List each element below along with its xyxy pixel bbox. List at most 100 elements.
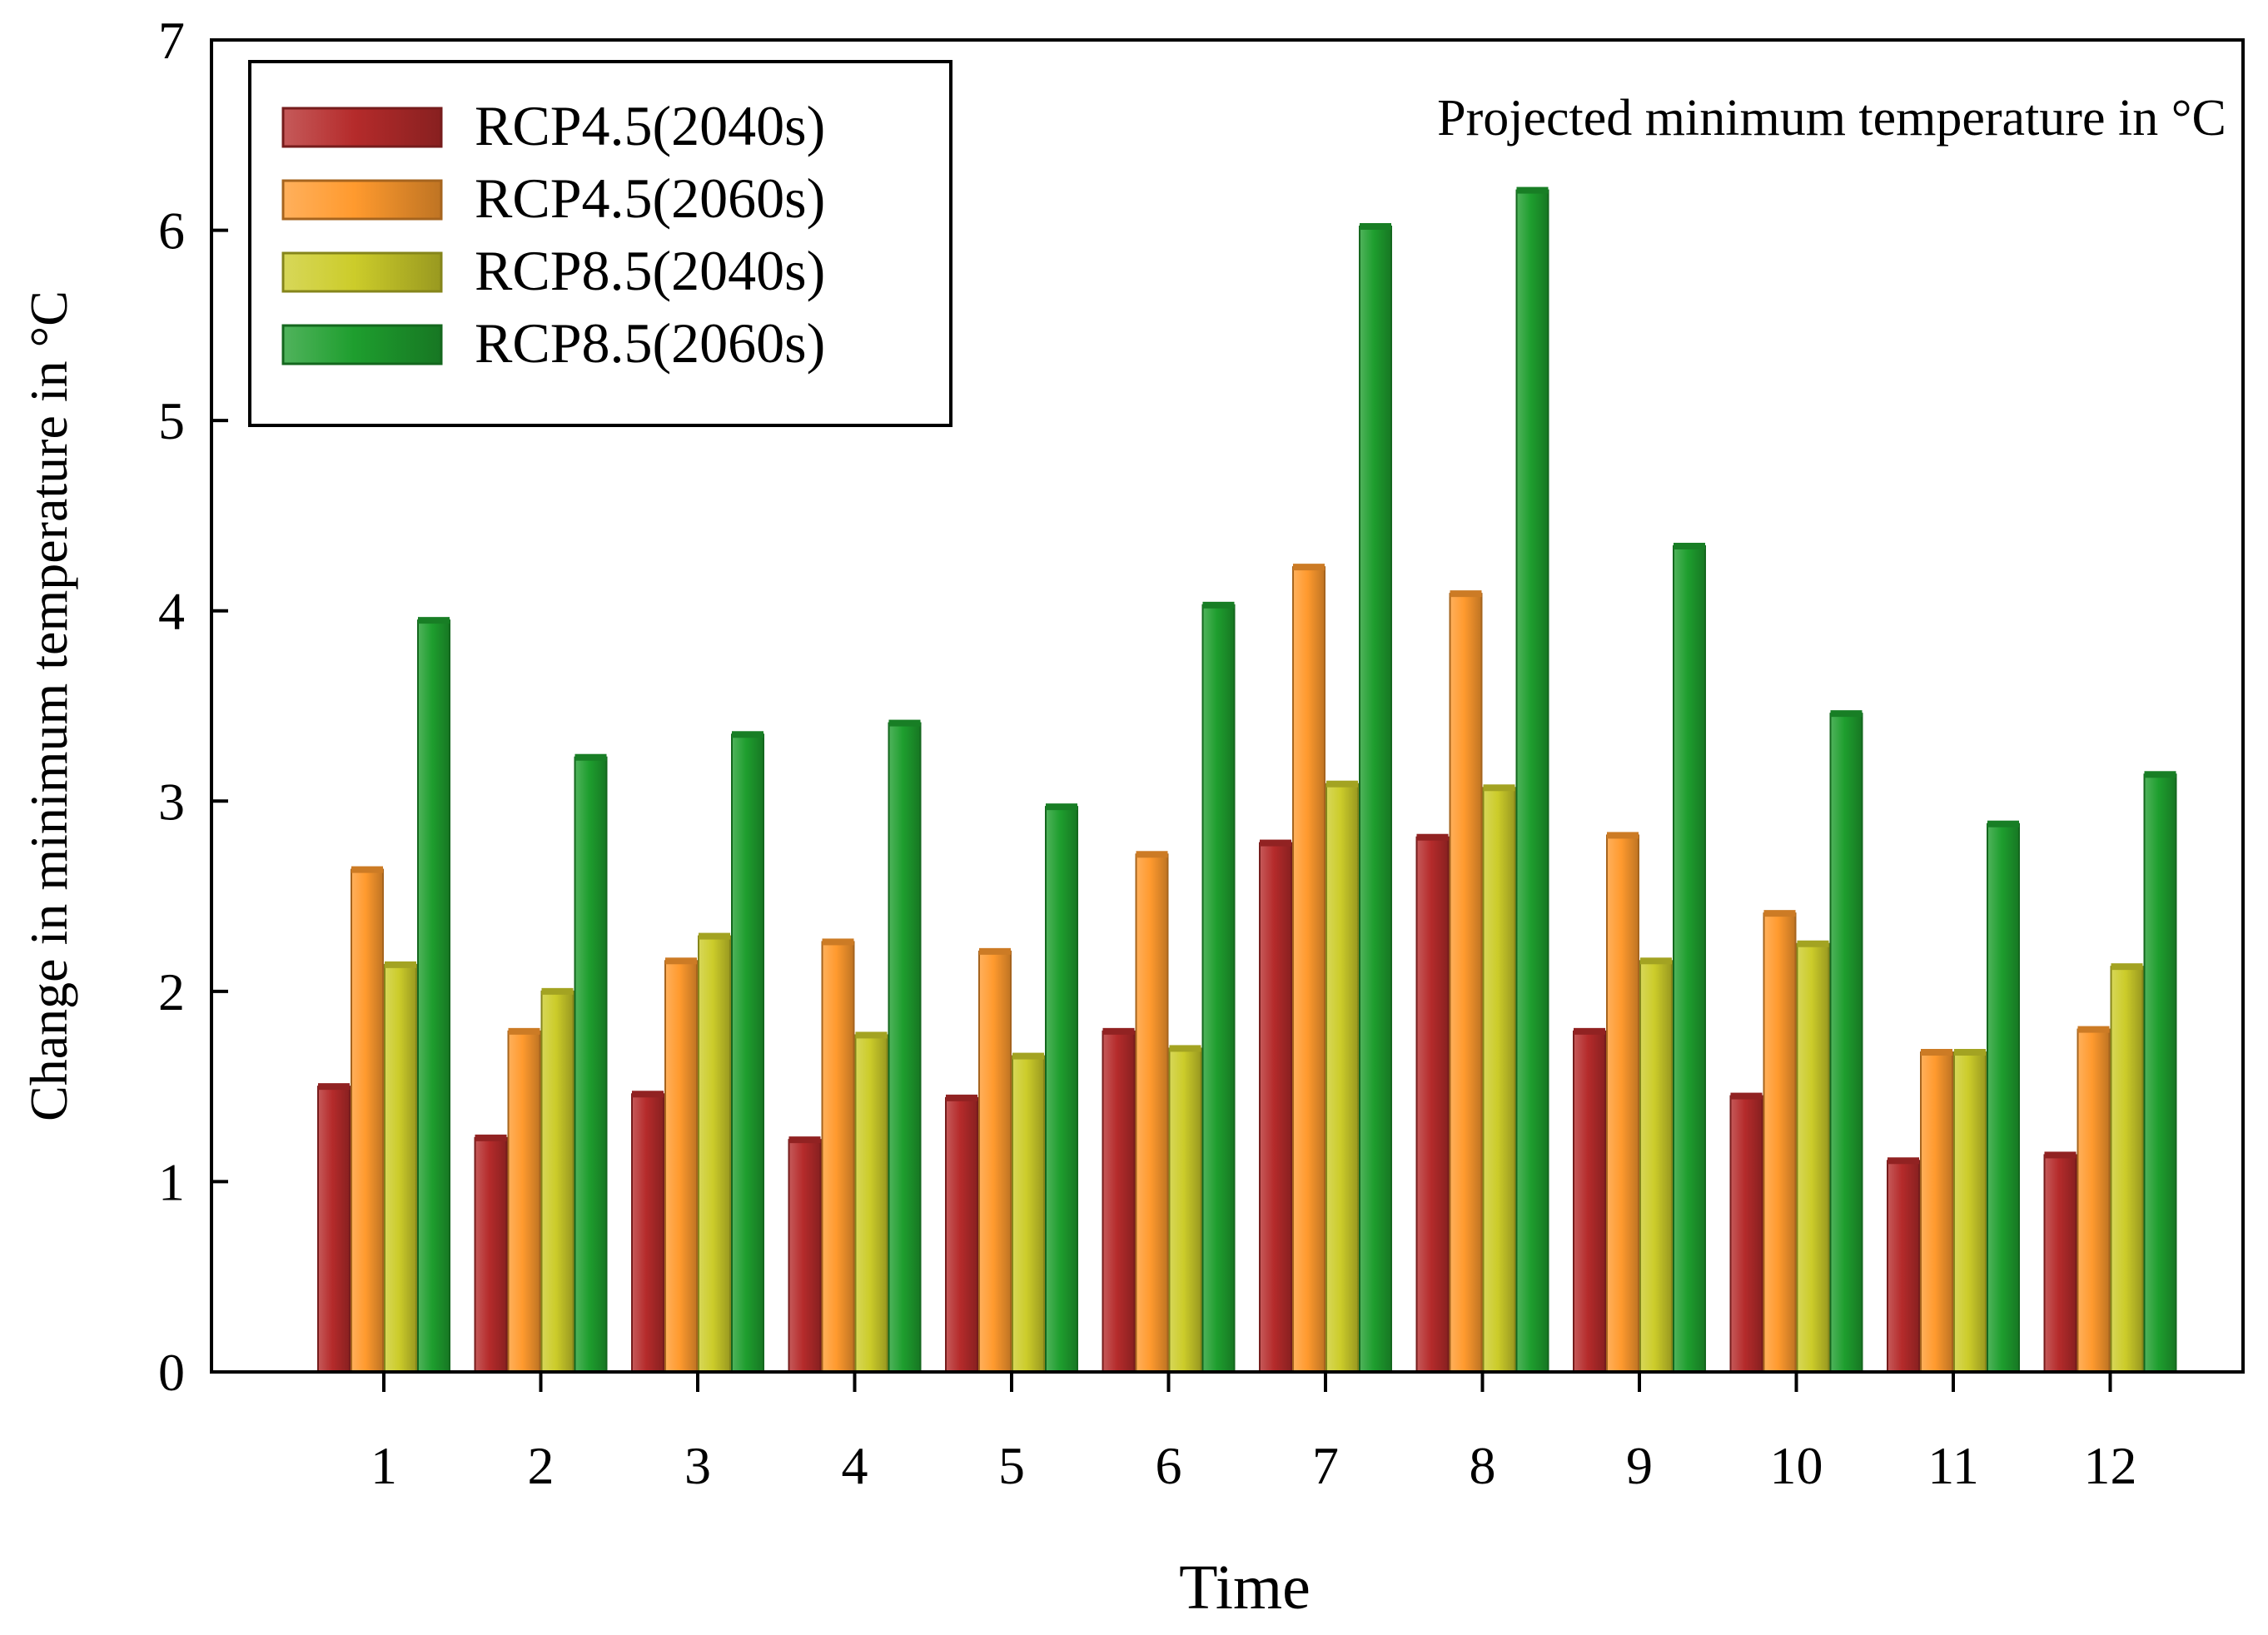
bar-cap-series-1-month-10 <box>1730 1092 1763 1100</box>
bar-series-2-month-5 <box>978 950 1012 1374</box>
bar-cap-series-2-month-11 <box>1921 1049 1952 1056</box>
bar-cap-series-3-month-8 <box>1483 784 1515 792</box>
y-tick-label-3: 3 <box>158 772 185 831</box>
bar-cap-series-3-month-3 <box>699 932 730 940</box>
y-axis: 0 1 2 3 4 5 6 7 <box>158 11 228 1402</box>
legend-label-series-1: RCP4.5(2040s) <box>475 94 825 157</box>
bar-series-1-month-10 <box>1729 1095 1763 1373</box>
bar-series-3-month-6 <box>1168 1047 1202 1374</box>
bar-cap-series-3-month-11 <box>1954 1049 1986 1056</box>
legend-swatch-series-1 <box>281 107 443 148</box>
bar-series-1-month-2 <box>474 1136 508 1374</box>
bar-cap-series-3-month-7 <box>1326 780 1358 788</box>
x-tick-label-12: 12 <box>2084 1436 2137 1495</box>
bar-series-4-month-10 <box>1829 713 1863 1373</box>
legend-label-series-3: RCP8.5(2040s) <box>475 239 825 302</box>
bar-cap-series-2-month-6 <box>1136 851 1168 858</box>
bar-series-4-month-11 <box>1987 822 2020 1373</box>
bar-cap-series-2-month-8 <box>1450 590 1482 598</box>
y-tick-label-5: 5 <box>158 391 185 450</box>
bar-cap-series-1-month-3 <box>632 1091 664 1098</box>
bar-series-3-month-3 <box>698 935 731 1373</box>
bar-series-4-month-5 <box>1045 806 1078 1373</box>
bar-cap-series-4-month-4 <box>888 719 921 727</box>
bar-series-1-month-9 <box>1573 1030 1606 1374</box>
bar-cap-series-1-month-7 <box>1260 839 1291 847</box>
bar-series-3-month-1 <box>384 963 417 1374</box>
bar-series-2-month-2 <box>507 1030 541 1374</box>
x-tick-label-5: 5 <box>998 1436 1025 1495</box>
y-tick-label-1: 1 <box>158 1152 185 1211</box>
bar-series-1-month-6 <box>1102 1030 1136 1374</box>
bar-series-3-month-7 <box>1325 783 1359 1373</box>
x-tick-label-7: 7 <box>1312 1436 1339 1495</box>
x-tick-label-10: 10 <box>1770 1436 1823 1495</box>
bar-series-4-month-12 <box>2143 773 2177 1373</box>
bar-cap-series-3-month-5 <box>1012 1052 1044 1060</box>
bar-cap-series-1-month-8 <box>1416 833 1449 841</box>
bar-series-3-month-9 <box>1639 960 1673 1374</box>
bar-cap-series-2-month-2 <box>508 1027 540 1035</box>
bar-series-3-month-5 <box>1012 1055 1045 1373</box>
x-tick-label-11: 11 <box>1927 1436 1979 1495</box>
bar-series-3-month-11 <box>1953 1051 1987 1373</box>
bar-series-4-month-8 <box>1515 189 1549 1374</box>
x-tick-label-6: 6 <box>1156 1436 1182 1495</box>
bar-series-1-month-7 <box>1259 842 1292 1373</box>
bar-series-2-month-9 <box>1606 834 1639 1373</box>
bar-series-3-month-4 <box>854 1034 888 1374</box>
bar-cap-series-2-month-5 <box>979 947 1011 955</box>
bar-series-2-month-1 <box>351 868 384 1373</box>
chart-annotation: Projected minimum temperature in °C <box>1437 90 2226 147</box>
legend: RCP4.5(2040s) RCP4.5(2060s) RCP8.5(2040s) R… <box>248 60 952 427</box>
bar-series-2-month-4 <box>821 941 855 1373</box>
plot-frame <box>210 38 2245 1374</box>
bar-cap-series-4-month-1 <box>418 617 450 624</box>
x-axis: 1 2 3 4 5 6 7 8 9 10 11 12 <box>371 1372 2137 1495</box>
x-tick-label-8: 8 <box>1470 1436 1496 1495</box>
bar-series-4-month-7 <box>1359 226 1392 1373</box>
bar-series-4-month-3 <box>731 733 764 1373</box>
x-tick-label-3: 3 <box>684 1436 711 1495</box>
bar-cap-series-3-month-10 <box>1797 940 1829 947</box>
y-tick-label-7: 7 <box>158 11 185 70</box>
bar-cap-series-3-month-2 <box>541 987 574 995</box>
bar-cap-series-1-month-5 <box>946 1094 977 1101</box>
legend-label-series-2: RCP4.5(2060s) <box>475 166 825 230</box>
bar-cap-series-2-month-1 <box>351 866 383 873</box>
y-tick-label-6: 6 <box>158 201 185 261</box>
legend-items: RCP4.5(2040s) RCP4.5(2060s) RCP8.5(2040s) R… <box>281 94 825 375</box>
bar-cap-series-1-month-6 <box>1102 1027 1135 1035</box>
bar-series-1-month-8 <box>1415 836 1450 1373</box>
bar-series-2-month-11 <box>1920 1051 1953 1373</box>
bar-cap-series-2-month-3 <box>665 957 697 965</box>
bar-cap-series-2-month-9 <box>1607 832 1639 839</box>
bar-series-3-month-10 <box>1796 942 1830 1373</box>
y-tick-label-4: 4 <box>158 582 185 641</box>
legend-swatch-series-2 <box>281 179 443 221</box>
bar-cap-series-4-month-9 <box>1674 543 1705 549</box>
bar-cap-series-3-month-4 <box>855 1031 888 1039</box>
bar-cap-series-2-month-4 <box>822 938 854 946</box>
legend-label-series-4: RCP8.5(2060s) <box>475 311 825 375</box>
bar-cap-series-3-month-9 <box>1640 957 1672 965</box>
bar-cap-series-4-month-3 <box>732 731 763 738</box>
bar-cap-series-2-month-7 <box>1293 564 1325 571</box>
bar-series-1-month-11 <box>1887 1160 1920 1374</box>
bar-cap-series-4-month-7 <box>1360 223 1391 230</box>
x-tick-label-2: 2 <box>528 1436 555 1495</box>
bar-cap-series-1-month-11 <box>1888 1157 1919 1165</box>
bar-cap-series-1-month-1 <box>318 1083 350 1091</box>
bar-series-4-month-2 <box>574 756 608 1373</box>
x-tick-label-1: 1 <box>371 1436 397 1495</box>
bar-series-2-month-6 <box>1135 853 1169 1374</box>
bar-cap-series-1-month-12 <box>2044 1151 2077 1159</box>
bar-series-3-month-12 <box>2110 966 2144 1373</box>
bar-series-4-month-1 <box>417 619 450 1373</box>
bar-series-4-month-9 <box>1673 545 1706 1373</box>
bar-cap-series-1-month-9 <box>1574 1027 1605 1035</box>
bar-cap-series-4-month-11 <box>1987 820 2019 827</box>
bar-cap-series-2-month-12 <box>2077 1026 2110 1033</box>
bar-cap-series-4-month-6 <box>1202 601 1235 609</box>
